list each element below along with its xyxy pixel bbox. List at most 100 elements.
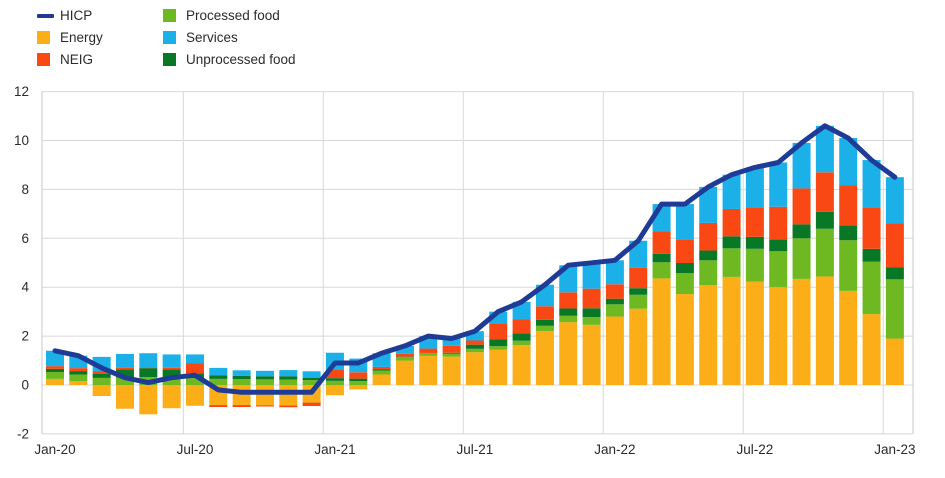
- bar-processed-food-Aug-21: [489, 346, 508, 350]
- bar-processed-food-Sep-22: [792, 238, 811, 279]
- bar-energy-Aug-22: [769, 287, 788, 385]
- x-axis-label-Jul-21: Jul-21: [457, 442, 494, 457]
- bar-neig-Aug-22: [769, 206, 788, 240]
- bar-unprocessed-food-Jun-22: [722, 236, 741, 249]
- bar-neig-Nov-21: [559, 292, 578, 309]
- bar-energy-Mar-22: [652, 278, 671, 385]
- bar-processed-food-Jan-23: [885, 279, 904, 339]
- bar-unprocessed-food-Feb-21: [349, 378, 368, 382]
- bar-neig-Nov-20: [279, 405, 298, 408]
- bar-neig-Jun-20: [162, 367, 181, 370]
- bar-processed-food-Apr-20: [115, 377, 134, 385]
- bar-neig-Jul-22: [745, 207, 764, 237]
- bar-unprocessed-food-Mar-22: [652, 253, 671, 263]
- bar-energy-Nov-22: [839, 290, 858, 385]
- bar-processed-food-Jun-22: [722, 248, 741, 277]
- bar-energy-Sep-20: [232, 385, 251, 406]
- axis-labels: -2 0 2 4 6 8 10 12 Jan-20 Jul-20 Jan-21 Jul-21 Jan-2…: [14, 84, 916, 457]
- bar-processed-food-Nov-21: [559, 315, 578, 323]
- bar-processed-food-Jun-21: [442, 353, 461, 357]
- bar-processed-food-Apr-21: [395, 357, 414, 361]
- bar-processed-food-Feb-20: [69, 374, 88, 382]
- bar-neig-May-20: [139, 367, 158, 369]
- bar-unprocessed-food-Oct-21: [535, 319, 554, 326]
- bar-energy-Aug-21: [489, 349, 508, 385]
- bar-unprocessed-food-Jul-21: [465, 344, 484, 349]
- bar-services-Aug-21: [489, 311, 508, 324]
- bar-energy-Sep-22: [792, 278, 811, 385]
- legend-swatch-energy-icon: [37, 31, 50, 44]
- y-axis-label-4: 4: [21, 280, 29, 295]
- bar-services-Sep-20: [232, 370, 251, 376]
- bar-processed-food-Jul-21: [465, 348, 484, 353]
- bar-services-Oct-20: [255, 370, 274, 377]
- bar-processed-food-May-22: [699, 260, 718, 286]
- bar-processed-food-Oct-21: [535, 325, 554, 331]
- y-axis-label-10: 10: [14, 133, 29, 148]
- legend-label-processed-food: Processed food: [186, 8, 280, 23]
- bar-processed-food-Aug-20: [209, 378, 228, 385]
- bar-processed-food-Sep-20: [232, 379, 251, 385]
- bar-processed-food-Mar-22: [652, 262, 671, 279]
- bar-neig-Mar-21: [372, 366, 391, 370]
- bar-processed-food-Nov-22: [839, 240, 858, 291]
- legend-label-services: Services: [186, 30, 238, 45]
- bar-energy-Jul-21: [465, 352, 484, 385]
- legend-item-energy: Energy: [37, 31, 163, 44]
- legend-column-2: Processed food Services Unprocessed food: [163, 9, 296, 75]
- x-axis-label-Jul-22: Jul-22: [737, 442, 774, 457]
- x-axis-label-Jan-20: Jan-20: [34, 442, 75, 457]
- bar-services-Jan-23: [885, 177, 904, 224]
- bar-processed-food-Feb-22: [629, 294, 648, 309]
- bar-services-May-20: [139, 353, 158, 368]
- y-axis-label-2: 2: [21, 329, 29, 344]
- bar-unprocessed-food-Dec-20: [302, 377, 321, 381]
- bar-energy-Mar-20: [92, 385, 111, 396]
- bar-unprocessed-food-Aug-22: [769, 239, 788, 252]
- bar-neig-Jan-21: [325, 369, 344, 379]
- bar-unprocessed-food-Nov-22: [839, 225, 858, 241]
- bar-neig-Jan-20: [46, 366, 64, 369]
- bar-unprocessed-food-Dec-22: [862, 248, 881, 262]
- bar-processed-food-Nov-20: [279, 379, 298, 385]
- bar-services-Nov-22: [839, 138, 858, 186]
- gridlines: [41, 91, 914, 435]
- bar-neig-Mar-22: [652, 231, 671, 254]
- legend-swatch-neig-icon: [37, 53, 50, 66]
- bar-processed-food-Apr-22: [675, 273, 694, 295]
- bar-neig-May-22: [699, 222, 718, 251]
- bar-services-May-22: [699, 186, 718, 223]
- bar-energy-Oct-21: [535, 330, 554, 385]
- bar-services-Dec-21: [582, 262, 601, 289]
- bar-energy-Apr-22: [675, 294, 694, 385]
- bar-neig-Oct-21: [535, 306, 554, 320]
- bar-services-Nov-20: [279, 370, 298, 377]
- bar-unprocessed-food-May-20: [139, 368, 158, 378]
- bar-energy-May-21: [419, 355, 438, 385]
- bar-processed-food-Mar-21: [372, 370, 391, 375]
- bar-services-Apr-22: [675, 204, 694, 240]
- legend-swatch-unprocessed-food-icon: [163, 53, 176, 66]
- bar-energy-Dec-22: [862, 314, 881, 385]
- bar-unprocessed-food-Jun-21: [442, 352, 461, 354]
- bar-services-Jun-22: [722, 174, 741, 209]
- hicp-line: [52, 123, 898, 395]
- legend-swatch-hicp-icon: [37, 13, 54, 18]
- legend-item-services: Services: [163, 31, 296, 44]
- bar-energy-Feb-22: [629, 308, 648, 385]
- bar-neig-Aug-21: [489, 323, 508, 340]
- bar-energy-Oct-22: [815, 276, 834, 385]
- bar-energy-Jul-22: [745, 281, 764, 385]
- bar-neig-Mar-20: [92, 371, 111, 374]
- bar-neig-Sep-20: [232, 405, 251, 408]
- bar-unprocessed-food-Feb-22: [629, 288, 648, 295]
- bar-processed-food-Sep-21: [512, 340, 531, 346]
- bar-unprocessed-food-Jun-20: [162, 369, 181, 378]
- bar-neig-Apr-22: [675, 239, 694, 263]
- bar-neig-Sep-22: [792, 188, 811, 225]
- bar-processed-food-Jul-22: [745, 248, 764, 282]
- bar-energy-Jan-20: [46, 378, 64, 385]
- bar-unprocessed-food-Dec-21: [582, 308, 601, 318]
- bar-unprocessed-food-Apr-22: [675, 262, 694, 274]
